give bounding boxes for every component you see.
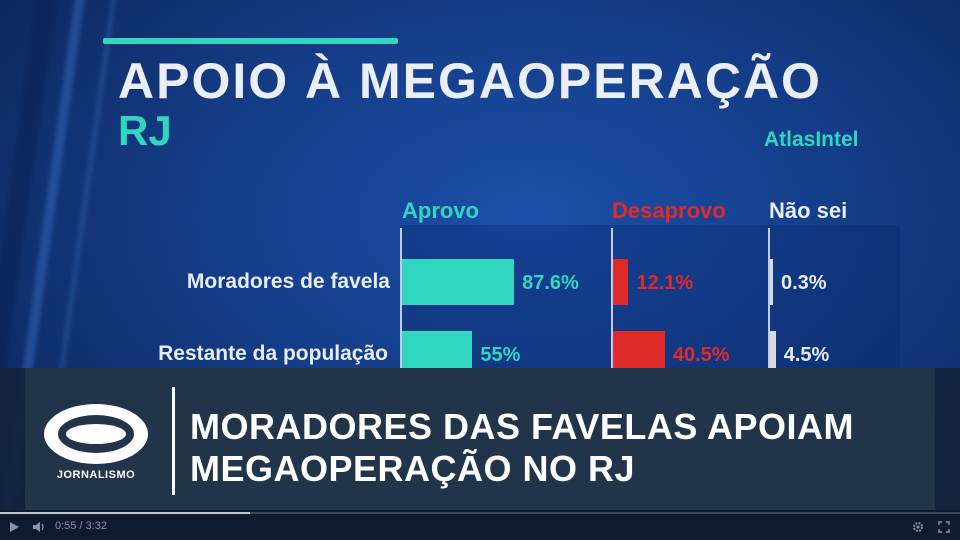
category-label-moradores: Moradores de favela: [186, 270, 390, 293]
column-header-aprovo: Aprovo: [402, 198, 479, 223]
fullscreen-icon[interactable]: [938, 521, 950, 533]
volume-icon[interactable]: [32, 521, 46, 533]
value-label-nao-sei-1: 0.3%: [781, 272, 827, 294]
value-label-aprovo-1: 87.6%: [522, 272, 579, 294]
bar-nao-sei-1: [770, 259, 773, 305]
column-axis-aprovo: [400, 228, 402, 378]
headline-line-2: MEGAOPERAÇÃO NO RJ: [190, 448, 636, 489]
headline-line-1: MORADORES DAS FAVELAS APOIAM: [190, 406, 855, 447]
graphic-title: APOIO À MEGAOPERAÇÃO: [118, 53, 822, 109]
source-label: AtlasIntel: [764, 128, 859, 151]
value-label-desaprovo-1: 12.1%: [636, 272, 694, 294]
time-display: 0:55 / 3:32: [55, 520, 107, 532]
column-header-nao-sei: Não sei: [769, 198, 848, 223]
headline: MORADORES DAS FAVELAS APOIAM MEGAOPERAÇÃ…: [190, 406, 854, 490]
play-icon[interactable]: [8, 521, 20, 533]
category-label-restante: Restante da população: [158, 342, 388, 365]
progress-fill: [0, 512, 250, 514]
bar-aprovo-1: [402, 259, 515, 305]
value-label-desaprovo-2: 40.5%: [672, 344, 730, 366]
bar-desaprovo-1: [613, 259, 629, 305]
progress-track[interactable]: [0, 512, 960, 514]
value-label-aprovo-2: 55%: [480, 344, 521, 366]
value-label-nao-sei-2: 4.5%: [783, 344, 830, 366]
band-logo-icon: [44, 404, 148, 464]
logo-text: JORNALISMO: [56, 469, 136, 481]
graphic-subtitle: RJ: [118, 107, 172, 154]
column-header-desaprovo: Desaprovo: [612, 198, 726, 223]
player-controls: [0, 510, 960, 540]
column-axis-desaprovo: [611, 228, 613, 378]
column-axis-nao-sei: [768, 228, 770, 378]
lower-third-panel: [25, 368, 935, 510]
lower-third-divider: [172, 387, 175, 495]
title-accent-line: [103, 38, 398, 44]
gear-icon[interactable]: [912, 521, 924, 533]
bar-nao-sei-2: [770, 331, 776, 377]
